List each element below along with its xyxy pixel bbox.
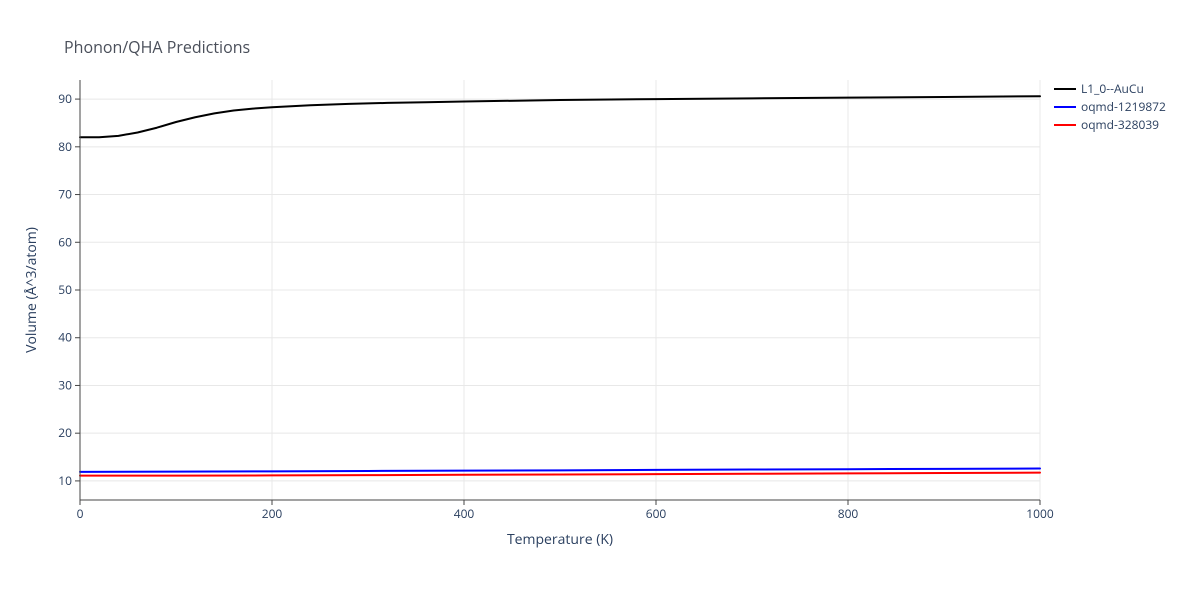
x-tick-label: 800 (838, 505, 859, 522)
x-tick-label: 400 (454, 505, 475, 522)
legend-swatch (1054, 106, 1076, 108)
legend-swatch (1054, 124, 1076, 126)
chart-canvas: 10 20 30 40 50 60 70 80 90 0 200 400 600 800 1000 Tempe… (0, 0, 1200, 600)
y-tick-label: 40 (58, 329, 72, 346)
y-tick-label: 30 (58, 376, 72, 393)
legend-label: oqmd-1219872 (1081, 98, 1166, 115)
x-tick-label: 600 (646, 505, 667, 522)
y-tick-label: 10 (58, 472, 72, 489)
y-tick-label: 60 (58, 233, 72, 250)
legend-label: oqmd-328039 (1081, 116, 1159, 133)
y-tick-label: 80 (58, 138, 72, 155)
legend-item[interactable]: oqmd-1219872 (1054, 98, 1166, 115)
y-axis-label: Volume (Å^3/atom) (22, 227, 41, 353)
x-axis-label: Temperature (K) (507, 530, 613, 549)
y-tick-label: 20 (58, 424, 72, 441)
legend-item[interactable]: L1_0--AuCu (1054, 80, 1144, 97)
y-tick-label: 70 (58, 186, 72, 203)
legend-swatch (1054, 88, 1076, 90)
x-tick-label: 1000 (1026, 505, 1054, 522)
y-tick-label: 50 (58, 281, 72, 298)
x-tick-label: 200 (262, 505, 283, 522)
legend-item[interactable]: oqmd-328039 (1054, 116, 1159, 133)
legend-label: L1_0--AuCu (1081, 80, 1144, 97)
x-tick-label: 0 (77, 505, 84, 522)
y-tick-label: 90 (58, 90, 72, 107)
